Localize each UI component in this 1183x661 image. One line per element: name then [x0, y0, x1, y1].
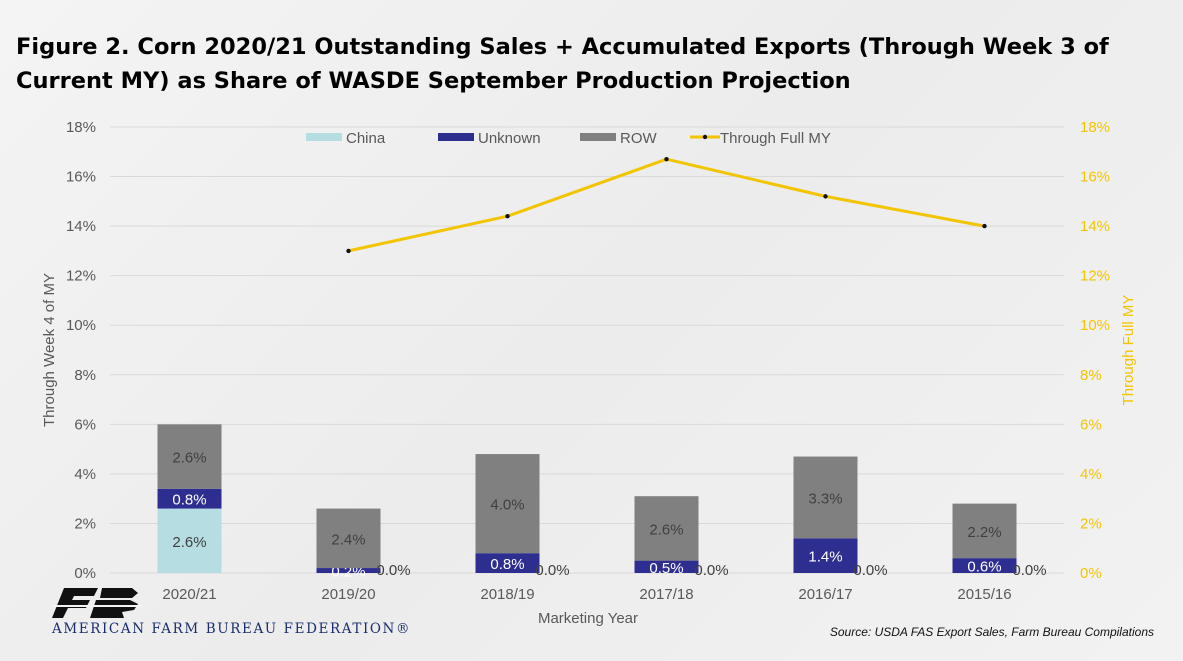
data-label: 2.6% — [649, 521, 683, 538]
organization-name: AMERICAN FARM BUREAU FEDERATION® — [52, 621, 412, 637]
y-tick-label-right: 14% — [1080, 218, 1110, 235]
y-tick-label-left: 18% — [66, 119, 96, 136]
line-marker — [664, 157, 669, 162]
y-axis-right-ticks: 0% 2% 4% 6% 8% 10% 12% 14% 16% 18% — [1080, 119, 1110, 582]
data-label: 0.8% — [490, 556, 524, 573]
legend-label: ROW — [620, 130, 658, 147]
x-tick-label: 2019/20 — [321, 586, 375, 603]
data-label: 0.5% — [649, 560, 683, 577]
zero-data-label: 0.0% — [376, 562, 410, 579]
y-tick-label-left: 8% — [74, 367, 96, 384]
y-axis-left-ticks: 0% 2% 4% 6% 8% 10% 12% 14% 16% 18% — [66, 119, 96, 582]
y-tick-label-left: 14% — [66, 218, 96, 235]
data-label: 0.6% — [967, 559, 1001, 576]
y-tick-label-right: 2% — [1080, 515, 1102, 532]
legend: China Unknown ROW Through Full MY — [306, 130, 831, 147]
zero-data-label: 0.0% — [535, 562, 569, 579]
x-axis-ticks: 2020/21 2019/20 2018/19 2017/18 2016/17 2015/… — [162, 586, 1011, 603]
bar-unknown — [157, 488, 222, 509]
line-marker — [982, 223, 987, 229]
legend-label: Through Full MY — [720, 130, 831, 147]
bar-unknown — [793, 538, 858, 573]
line-through-full-my — [348, 157, 985, 253]
y-axis-left-title: Through Week 4 of MY — [41, 273, 58, 427]
bar-unknown — [316, 568, 381, 573]
y-tick-label-left: 4% — [74, 466, 96, 483]
y-tick-label-right: 10% — [1080, 317, 1110, 334]
legend-marker — [702, 134, 708, 140]
legend-label: Unknown — [478, 130, 541, 147]
x-tick-label: 2015/16 — [957, 586, 1011, 603]
line-series — [346, 157, 987, 254]
bars: 2.6%0.8%2.6%0.2%2.4%0.0% 0.8%4.0%0.0% 0.5%… — [157, 424, 1047, 581]
y-tick-label-right: 12% — [1080, 268, 1110, 285]
data-label: 0.8% — [172, 492, 206, 509]
legend-swatch — [580, 133, 616, 141]
y-tick-label-left: 2% — [74, 515, 96, 532]
y-axis-right-title: Through Full MY — [1120, 295, 1137, 406]
data-label: 2.2% — [967, 524, 1001, 541]
legend-label: China — [346, 130, 386, 147]
x-tick-label: 2016/17 — [798, 586, 852, 603]
y-tick-label-left: 12% — [66, 268, 96, 285]
data-label: 2.4% — [331, 531, 365, 548]
data-label: 2.6% — [172, 534, 206, 551]
bar-row — [793, 456, 858, 539]
legend-swatch — [438, 133, 474, 141]
y-tick-label-right: 0% — [1080, 565, 1102, 582]
y-tick-label-right: 16% — [1080, 169, 1110, 186]
data-label: 3.3% — [808, 490, 842, 507]
zero-data-label: 0.0% — [1012, 562, 1046, 579]
gridlines — [110, 126, 1064, 574]
data-label: 4.0% — [490, 497, 524, 514]
bar-unknown — [634, 560, 699, 573]
line-marker — [823, 194, 828, 199]
legend-swatch — [306, 133, 342, 141]
x-tick-label: 2018/19 — [480, 586, 534, 603]
x-axis-title: Marketing Year — [538, 610, 638, 627]
line-marker — [505, 214, 510, 219]
bar-row — [634, 496, 699, 561]
source-note: Source: USDA FAS Export Sales, Farm Bure… — [829, 625, 1154, 639]
y-tick-label-left: 0% — [74, 565, 96, 582]
x-tick-label: 2020/21 — [162, 586, 216, 603]
bar-china — [157, 508, 222, 573]
data-label: 2.6% — [172, 450, 206, 467]
bar-row — [316, 508, 381, 569]
x-tick-label: 2017/18 — [639, 586, 693, 603]
bar-unknown — [952, 558, 1017, 573]
bar-row — [952, 503, 1017, 559]
y-tick-label-left: 10% — [66, 317, 96, 334]
farm-bureau-logo-icon — [52, 588, 142, 618]
data-label: 1.4% — [808, 549, 842, 566]
page-title: Figure 2. Corn 2020/21 Outstanding Sales… — [16, 34, 1109, 94]
zero-data-label: 0.0% — [694, 562, 728, 579]
y-tick-label-right: 6% — [1080, 416, 1102, 433]
zero-data-label: 0.0% — [853, 562, 887, 579]
y-tick-label-left: 6% — [74, 416, 96, 433]
y-tick-label-left: 16% — [66, 169, 96, 186]
y-tick-label-right: 18% — [1080, 119, 1110, 136]
y-tick-label-right: 4% — [1080, 466, 1102, 483]
y-tick-label-right: 8% — [1080, 367, 1102, 384]
bar-unknown — [475, 553, 540, 573]
line-marker — [346, 248, 351, 254]
bar-row — [475, 454, 540, 554]
bar-row — [157, 424, 222, 489]
